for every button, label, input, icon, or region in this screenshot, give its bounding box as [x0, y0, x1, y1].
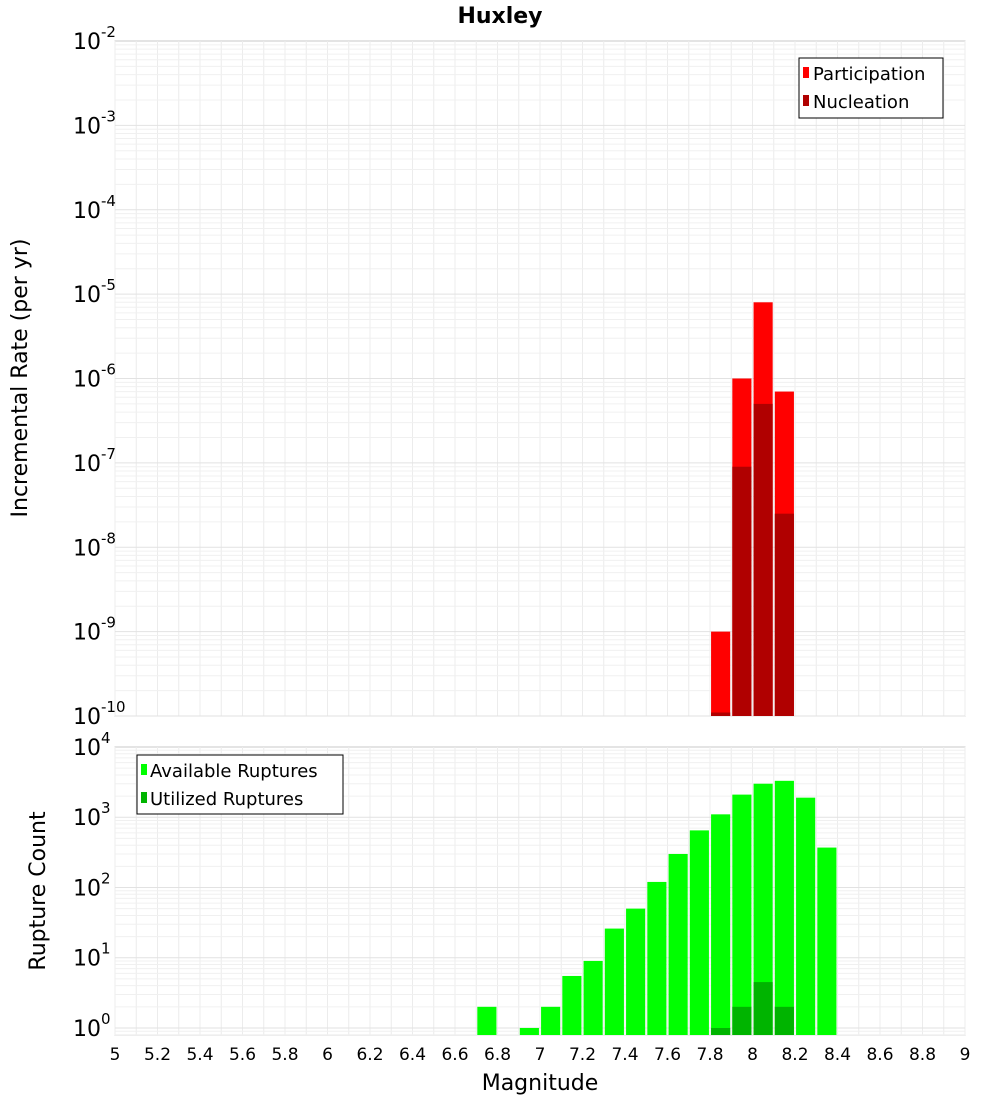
x-tick-label: 7.8 — [696, 1045, 723, 1065]
x-tick-label: 7.6 — [654, 1045, 681, 1065]
utilized-legend-label: Utilized Ruptures — [150, 789, 303, 810]
x-tick-label: 6.6 — [441, 1045, 468, 1065]
x-axis-label: Magnitude — [482, 1071, 599, 1096]
rate-panel: 10-10 10-9 10-8 10-7 10-6 10-5 10-4 10-3 10-2 In… — [8, 23, 966, 730]
count-bar-available-ruptures — [604, 928, 624, 1035]
count-y-tick-label: 100 — [73, 1010, 111, 1042]
count-bar-available-ruptures — [647, 881, 667, 1035]
rate-gridlines — [114, 41, 966, 717]
rate-y-tick-label: 10-9 — [73, 614, 116, 646]
count-bar-available-ruptures — [583, 960, 603, 1035]
count-bar-available-ruptures — [689, 830, 709, 1035]
x-tick-label: 8.2 — [781, 1045, 808, 1065]
count-y-axis-label: Rupture Count — [26, 811, 51, 971]
participation-legend-swatch — [803, 67, 809, 78]
x-tick-label: 5.8 — [271, 1045, 298, 1065]
count-bar-available-ruptures — [732, 794, 752, 1035]
rate-legend-box — [798, 57, 944, 119]
rate-y-tick-label: 10-10 — [73, 698, 126, 730]
rate-y-tick-label: 10-4 — [73, 192, 116, 224]
rate-y-ticks: 10-10 10-9 10-8 10-7 10-6 10-5 10-4 10-3 10-2 — [73, 23, 126, 730]
count-bar-available-ruptures — [774, 780, 794, 1035]
count-panel: 100 101 102 103 104 Rupture Count Available … — [26, 729, 966, 1042]
rate-y-tick-label: 10-7 — [73, 445, 116, 477]
rate-bar-nucleation — [732, 466, 752, 716]
utilized-legend-swatch — [141, 792, 147, 803]
count-y-tick-label: 103 — [73, 799, 111, 831]
x-tick-label: 5.2 — [144, 1045, 171, 1065]
count-bar-available-ruptures — [477, 1006, 497, 1035]
count-y-ticks: 100 101 102 103 104 — [73, 729, 111, 1042]
count-bar-available-ruptures — [753, 783, 773, 1035]
x-tick-label: 8.8 — [909, 1045, 936, 1065]
x-tick-label: 6.2 — [356, 1045, 383, 1065]
count-bar-utilized-ruptures — [732, 1006, 752, 1035]
x-tick-label: 8.4 — [824, 1045, 851, 1065]
x-tick-label: 5 — [110, 1045, 121, 1065]
rate-bar-participation — [711, 631, 731, 716]
count-bar-available-ruptures — [541, 1006, 561, 1035]
available-legend-label: Available Ruptures — [150, 761, 318, 782]
rate-y-tick-label: 10-8 — [73, 529, 116, 561]
rate-bar-nucleation — [711, 712, 731, 716]
x-axis-ticks: 5 5.2 5.4 5.6 5.8 6 6.2 6.4 6.6 6.8 7 7.2 7.4 7.6 7.8 8… — [110, 1045, 971, 1065]
count-bar-available-ruptures — [519, 1027, 539, 1035]
count-y-tick-label: 101 — [73, 940, 111, 972]
rate-y-tick-label: 10-3 — [73, 107, 116, 139]
count-bar-available-ruptures — [796, 797, 816, 1035]
x-tick-label: 6 — [322, 1045, 333, 1065]
x-tick-label: 7.4 — [611, 1045, 638, 1065]
x-tick-label: 7.2 — [569, 1045, 596, 1065]
x-tick-label: 8.6 — [866, 1045, 893, 1065]
rate-bar-nucleation — [753, 403, 773, 716]
count-bar-utilized-ruptures — [711, 1027, 731, 1035]
nucleation-legend-swatch — [803, 95, 809, 106]
x-tick-label: 6.8 — [484, 1045, 511, 1065]
count-y-tick-label: 102 — [73, 869, 111, 901]
x-tick-label: 5.6 — [229, 1045, 256, 1065]
x-tick-label: 5.4 — [186, 1045, 213, 1065]
count-bar-available-ruptures — [626, 908, 646, 1035]
count-legend-box — [136, 754, 344, 815]
rate-bars — [711, 302, 794, 716]
rate-legend: Participation Nucleation — [798, 57, 944, 119]
rate-y-tick-label: 10-5 — [73, 276, 116, 308]
x-tick-label: 6.4 — [399, 1045, 426, 1065]
rate-y-tick-label: 10-2 — [73, 23, 116, 55]
rate-bar-nucleation — [774, 513, 794, 716]
chart-title: Huxley — [457, 4, 542, 29]
count-bars — [477, 780, 837, 1035]
count-bar-available-ruptures — [817, 847, 837, 1035]
count-legend: Available Ruptures Utilized Ruptures — [136, 754, 344, 815]
count-bar-available-ruptures — [711, 814, 731, 1035]
x-tick-label: 7 — [535, 1045, 546, 1065]
count-y-tick-label: 104 — [73, 729, 111, 761]
participation-legend-label: Participation — [813, 64, 925, 85]
rate-y-tick-label: 10-6 — [73, 361, 116, 393]
available-legend-swatch — [141, 764, 147, 775]
nucleation-legend-label: Nucleation — [813, 92, 909, 113]
count-bar-available-ruptures — [668, 853, 688, 1035]
rate-y-axis-label: Incremental Rate (per yr) — [8, 239, 33, 518]
count-bar-utilized-ruptures — [774, 1006, 794, 1035]
count-bar-available-ruptures — [562, 975, 582, 1035]
x-tick-label: 8 — [747, 1045, 758, 1065]
count-bar-utilized-ruptures — [753, 982, 773, 1035]
x-tick-label: 9 — [960, 1045, 971, 1065]
